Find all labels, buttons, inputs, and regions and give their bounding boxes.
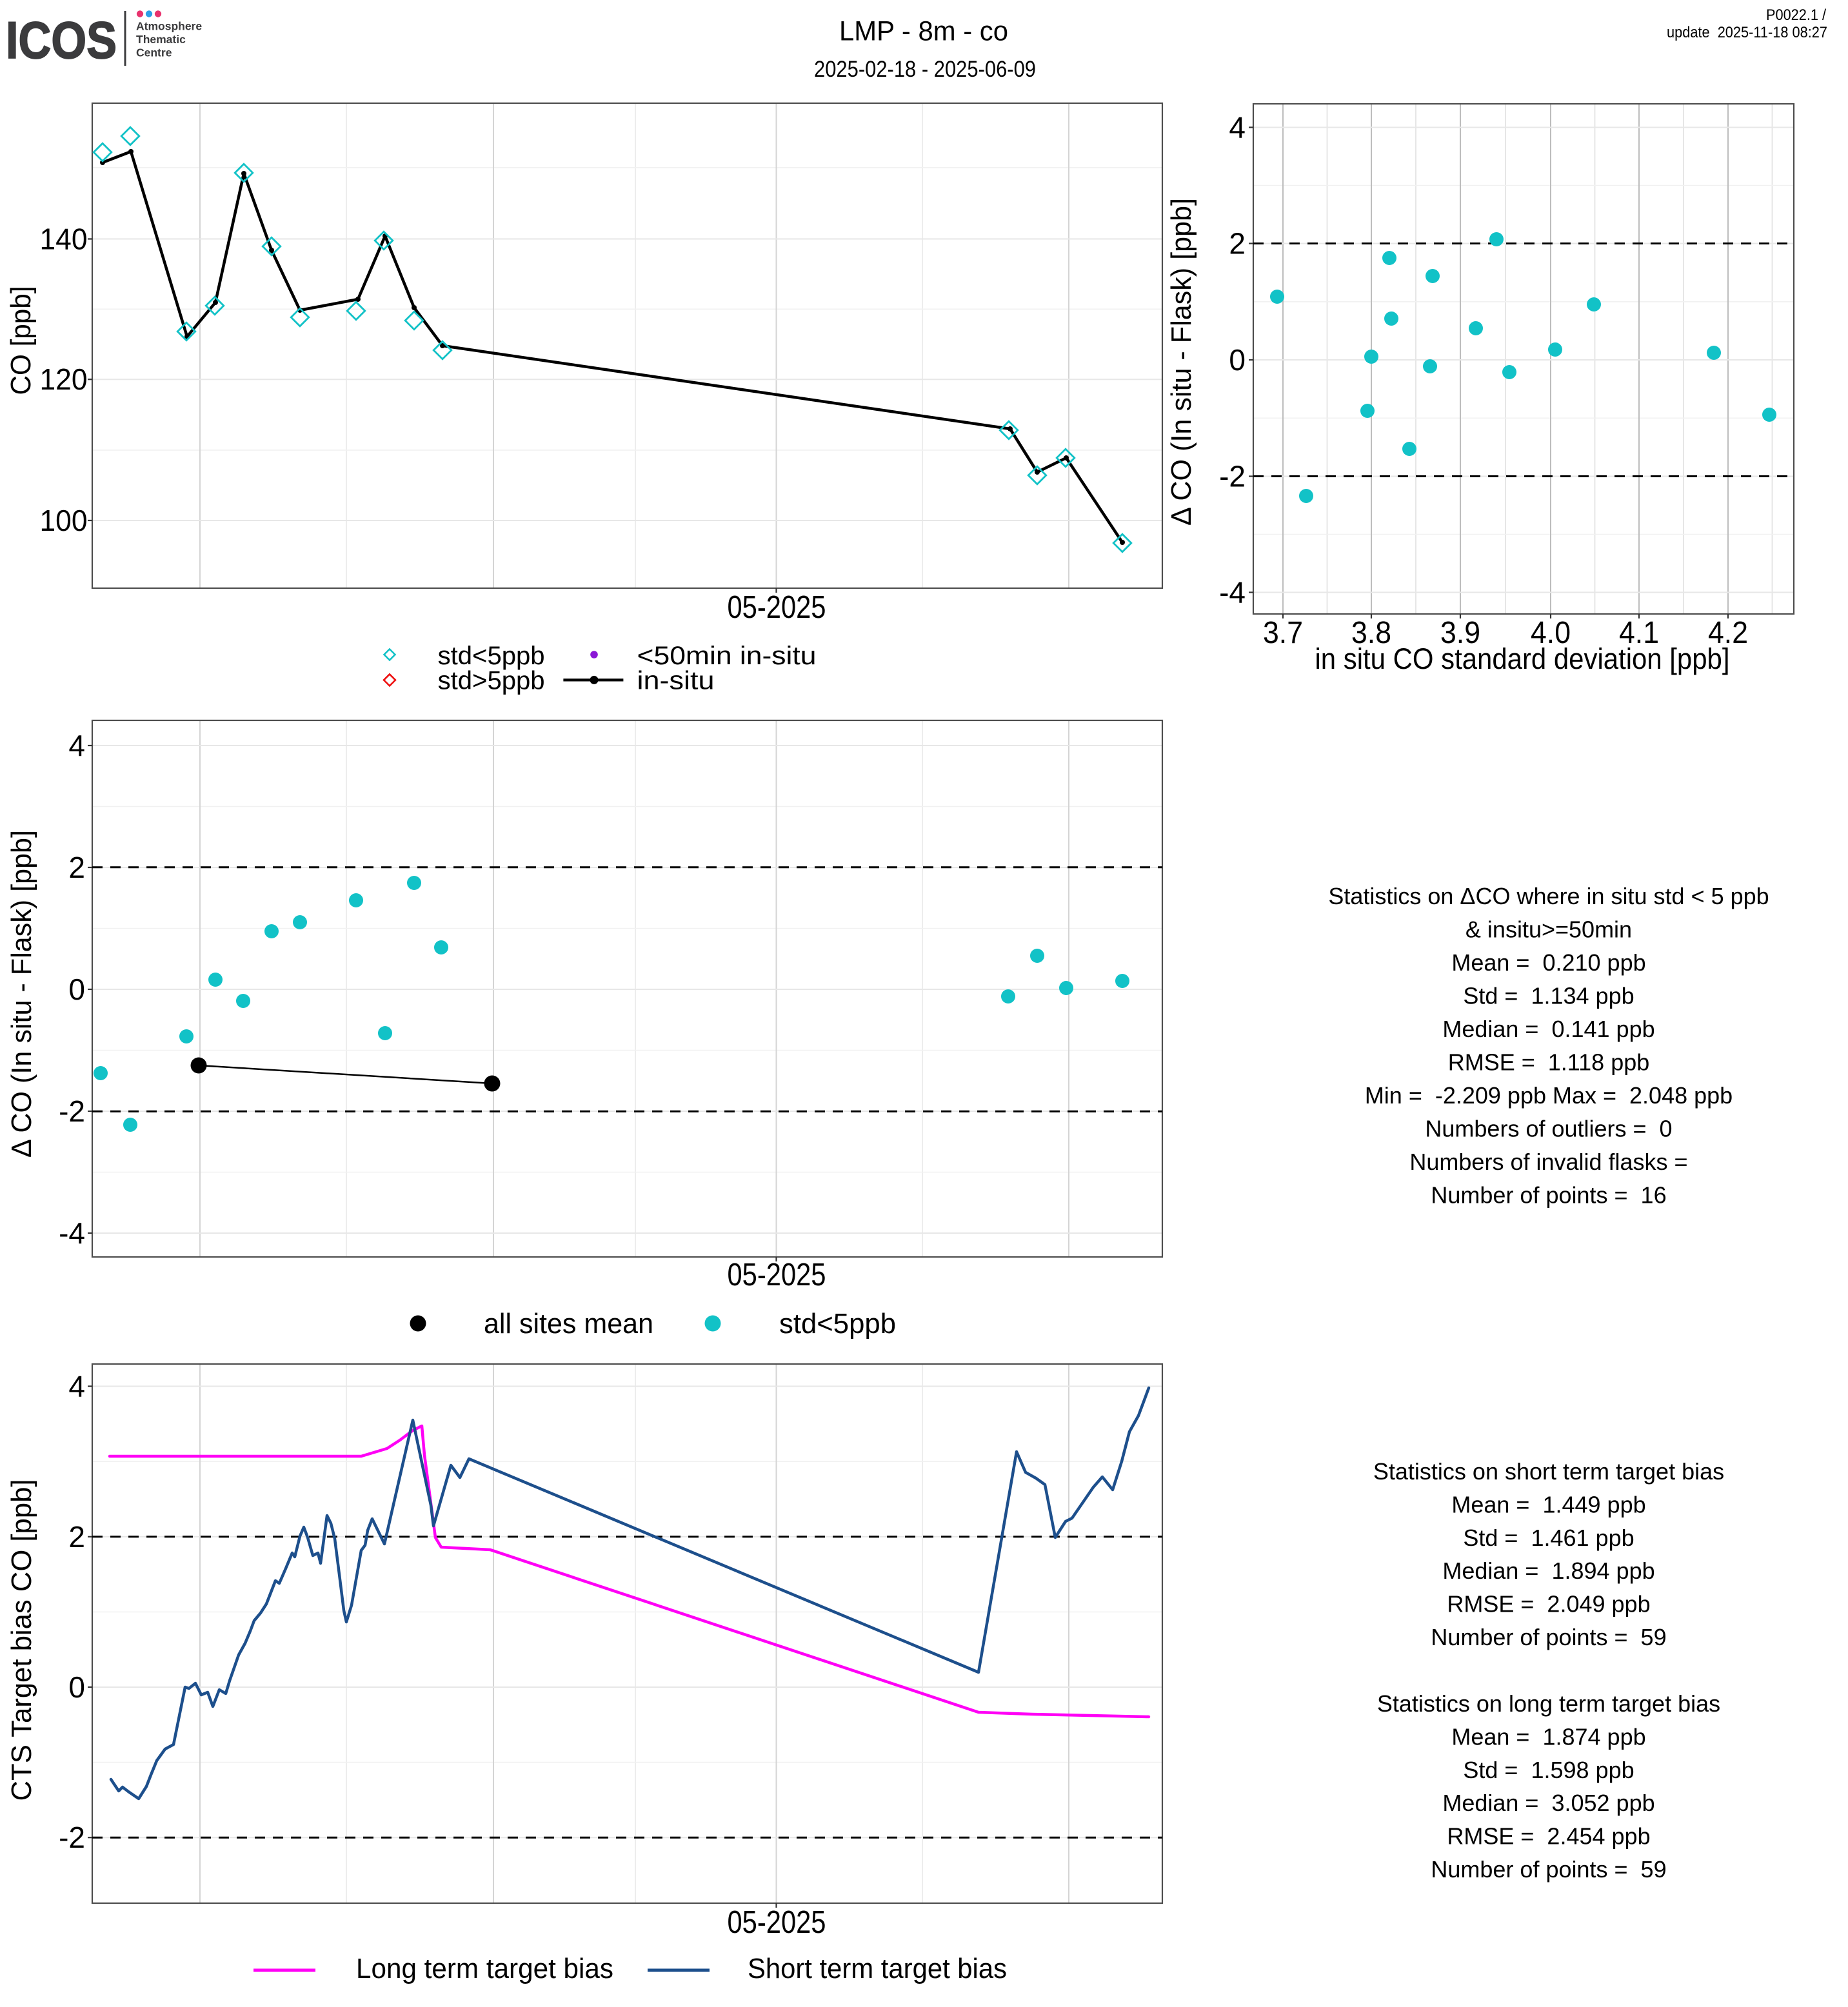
- svg-text:Centre: Centre: [136, 46, 172, 59]
- svg-text:RMSE = 2.454 ppb: RMSE = 2.454 ppb: [1447, 1823, 1650, 1850]
- svg-text:std<5ppb: std<5ppb: [438, 642, 545, 670]
- svg-text:120: 120: [40, 362, 88, 396]
- svg-text:0: 0: [1229, 343, 1246, 377]
- svg-text:4: 4: [1229, 111, 1246, 144]
- svg-text:3.7: 3.7: [1263, 616, 1303, 650]
- svg-text:Numbers of outliers = 0: Numbers of outliers = 0: [1425, 1116, 1672, 1142]
- svg-text:2: 2: [68, 1520, 85, 1554]
- svg-text:Short term target bias: Short term target bias: [748, 1953, 1007, 1984]
- svg-text:std>5ppb: std>5ppb: [438, 666, 545, 695]
- svg-text:05-2025: 05-2025: [728, 590, 826, 625]
- svg-text:4.1: 4.1: [1619, 616, 1659, 650]
- svg-text:-2: -2: [1219, 460, 1246, 493]
- svg-text:update 2025-11-18 08:27: update 2025-11-18 08:27: [1667, 24, 1827, 41]
- svg-text:in-situ: in-situ: [637, 666, 715, 695]
- svg-text:& insitu>=50min: & insitu>=50min: [1465, 916, 1632, 943]
- svg-text:0: 0: [68, 1670, 85, 1704]
- svg-text:Std = 1.461 ppb: Std = 1.461 ppb: [1463, 1525, 1634, 1551]
- svg-text:100: 100: [40, 504, 88, 537]
- svg-text:Median = 1.894 ppb: Median = 1.894 ppb: [1442, 1557, 1654, 1584]
- svg-text:2: 2: [68, 851, 85, 884]
- svg-text:CO [ppb]: CO [ppb]: [5, 286, 37, 395]
- svg-text:Number of points = 59: Number of points = 59: [1431, 1624, 1666, 1650]
- svg-text:RMSE = 1.118 ppb: RMSE = 1.118 ppb: [1448, 1049, 1650, 1076]
- svg-text:Atmosphere: Atmosphere: [136, 20, 202, 33]
- svg-text:Number of points = 16: Number of points = 16: [1431, 1182, 1666, 1209]
- svg-text:Δ CO (In situ - Flask) [ppb]: Δ CO (In situ - Flask) [ppb]: [6, 830, 37, 1158]
- svg-text:3.8: 3.8: [1351, 616, 1391, 650]
- svg-text:Statistics on short term targe: Statistics on short term target bias: [1373, 1458, 1724, 1485]
- svg-text:4.2: 4.2: [1708, 616, 1748, 650]
- svg-text:Mean = 0.210 ppb: Mean = 0.210 ppb: [1451, 949, 1645, 976]
- svg-text:Std = 1.598 ppb: Std = 1.598 ppb: [1463, 1757, 1634, 1783]
- svg-text:std<5ppb: std<5ppb: [779, 1308, 896, 1340]
- svg-text:Statistics on long term target: Statistics on long term target bias: [1377, 1690, 1720, 1717]
- svg-text:Numbers of invalid flasks =: Numbers of invalid flasks =: [1409, 1149, 1687, 1175]
- svg-text:05-2025: 05-2025: [728, 1905, 826, 1940]
- svg-text:2: 2: [1229, 227, 1246, 261]
- svg-text:ICOS: ICOS: [6, 12, 117, 70]
- svg-text:Thematic: Thematic: [136, 33, 186, 46]
- svg-text:Δ CO (In situ - Flask) [ppb]: Δ CO (In situ - Flask) [ppb]: [1166, 198, 1197, 526]
- svg-text:2025-02-18 - 2025-06-09: 2025-02-18 - 2025-06-09: [814, 56, 1036, 82]
- svg-text:140: 140: [40, 222, 88, 256]
- svg-text:3.9: 3.9: [1440, 616, 1480, 650]
- svg-text:Median = 0.141 ppb: Median = 0.141 ppb: [1442, 1016, 1654, 1042]
- svg-text:Mean = 1.449 ppb: Mean = 1.449 ppb: [1451, 1491, 1645, 1518]
- svg-text:Statistics on ΔCO where in sit: Statistics on ΔCO where in situ std < 5 …: [1328, 883, 1769, 909]
- svg-text:Number of points = 59: Number of points = 59: [1431, 1856, 1666, 1883]
- svg-text:Mean = 1.874 ppb: Mean = 1.874 ppb: [1451, 1723, 1645, 1750]
- svg-text:-4: -4: [59, 1216, 85, 1250]
- svg-text:-2: -2: [59, 1821, 85, 1854]
- svg-text:P0022.1 /: P0022.1 /: [1766, 6, 1826, 24]
- svg-text:Median = 3.052 ppb: Median = 3.052 ppb: [1442, 1790, 1654, 1816]
- svg-text:4: 4: [68, 729, 85, 762]
- svg-text:LMP - 8m - co: LMP - 8m - co: [839, 17, 1008, 47]
- svg-text:05-2025: 05-2025: [728, 1258, 826, 1292]
- svg-text:RMSE = 2.049 ppb: RMSE = 2.049 ppb: [1447, 1591, 1650, 1617]
- svg-text:0: 0: [68, 973, 85, 1006]
- svg-text:-2: -2: [59, 1094, 85, 1128]
- svg-text:4.0: 4.0: [1531, 616, 1571, 650]
- svg-text:Long term target bias: Long term target bias: [356, 1953, 613, 1984]
- svg-text:CTS Target bias CO [ppb]: CTS Target bias CO [ppb]: [6, 1479, 37, 1801]
- svg-text:all sites mean: all sites mean: [484, 1308, 653, 1340]
- svg-text:Min = -2.209 ppb Max = 2.048: Min = -2.209 ppb Max = 2.048 ppb: [1365, 1082, 1733, 1109]
- svg-text:in situ CO standard deviation: in situ CO standard deviation [ppb]: [1315, 642, 1730, 675]
- svg-text:Std = 1.134 ppb: Std = 1.134 ppb: [1463, 983, 1634, 1009]
- svg-text:<50min in-situ: <50min in-situ: [637, 642, 817, 670]
- svg-text:4: 4: [68, 1370, 85, 1403]
- svg-text:-4: -4: [1219, 576, 1246, 609]
